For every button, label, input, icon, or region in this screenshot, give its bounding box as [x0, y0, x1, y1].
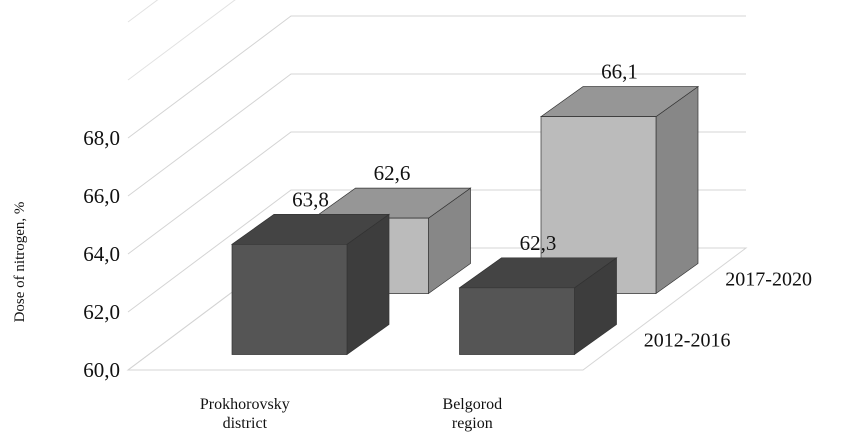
category-label: Prokhorovsky [200, 396, 290, 413]
series-depth-labels: 2012-2016 2017-2020 [644, 269, 812, 352]
category-label: district [223, 415, 268, 432]
bar-front [459, 287, 575, 355]
bars [230, 85, 700, 356]
series-label: 2012-2016 [644, 330, 731, 352]
value-labels: 62,6 66,1 63,8 62,3 [292, 60, 638, 255]
category-labels: Prokhorovsky district Belgorod region [200, 396, 502, 432]
y-tick-label: 68,0 [83, 126, 120, 150]
gridline [127, 73, 746, 197]
gridline [127, 0, 236, 81]
y-tick-label: 66,0 [83, 184, 120, 208]
value-label: 62,3 [520, 231, 557, 255]
category-label: Belgorod [443, 396, 503, 413]
bar-front [540, 116, 657, 294]
y-axis-label: Dose of nitrogen, % [12, 202, 28, 323]
bar-front [231, 243, 348, 355]
value-label: 66,1 [601, 60, 638, 84]
series-label: 2017-2020 [725, 269, 812, 291]
y-tick-label: 60,0 [83, 358, 120, 382]
y-tick-labels: 60,0 62,0 64,0 66,0 68,0 [83, 126, 120, 382]
value-label: 62,6 [374, 161, 411, 185]
gridline [127, 15, 746, 139]
category-label: region [452, 415, 493, 432]
value-label: 63,8 [292, 187, 329, 211]
y-tick-label: 64,0 [83, 242, 120, 266]
bar-side [655, 85, 699, 295]
y-tick-label: 62,0 [83, 300, 120, 324]
